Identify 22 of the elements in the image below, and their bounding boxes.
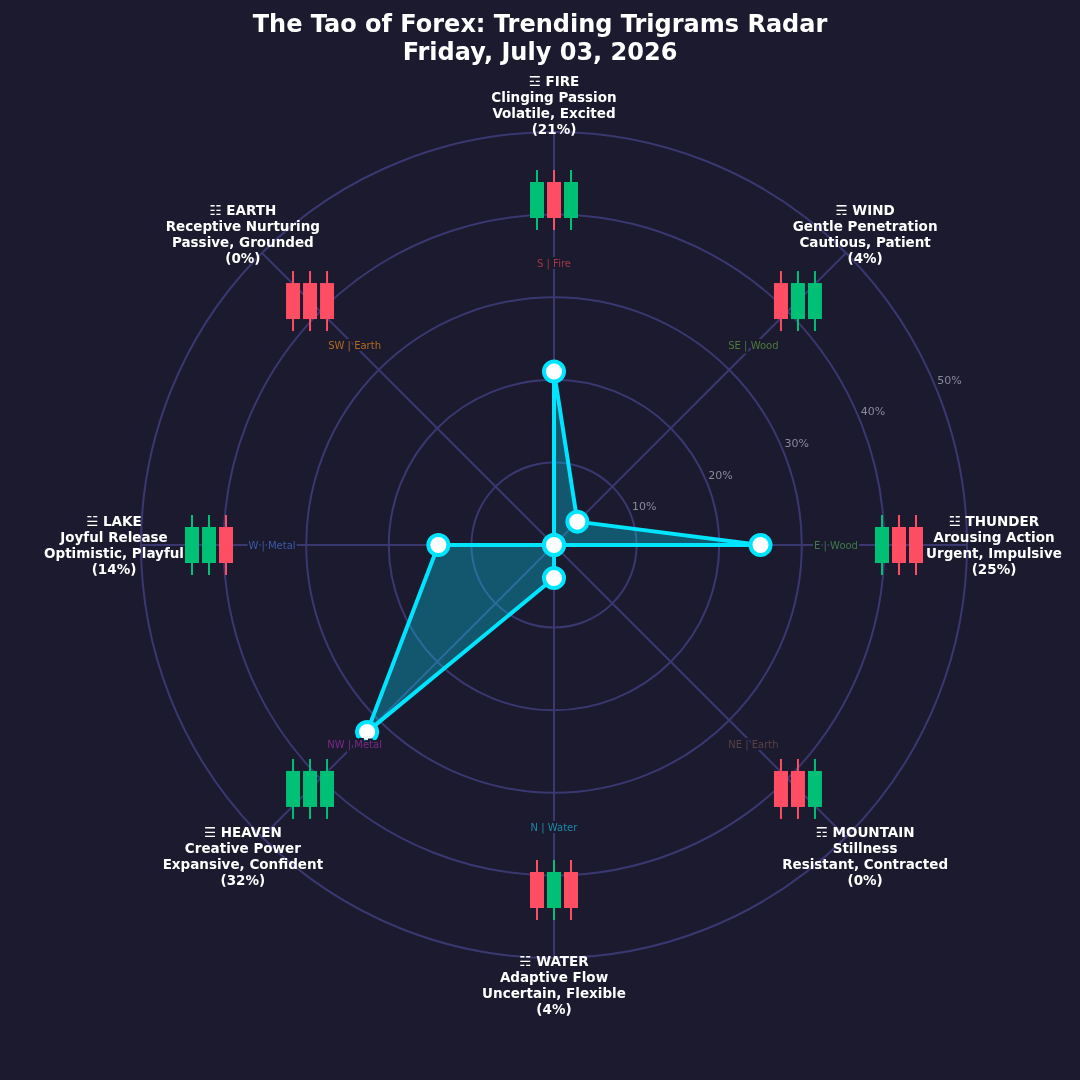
spoke-label: ☶ MOUNTAIN Stillness Resistant, Contracted (0%) — [782, 824, 949, 889]
y-tick-label: 20% — [708, 468, 733, 482]
spoke-label: ☱ LAKE Joyful Release Optimistic, Playful (14%) — [44, 513, 184, 577]
spoke-label: ☵ WATER Adaptive Flow Uncertain, Flexible (4%) — [482, 953, 626, 1017]
y-tick-label: 40% — [860, 405, 886, 419]
spoke-label: ☳ THUNDER Arousing Action Urgent, Impulsive (25%) — [926, 513, 1062, 577]
y-tick-label: 50% — [937, 373, 962, 387]
text: SE | Wood — [728, 340, 779, 353]
y-tick-label: 30% — [784, 436, 810, 450]
text: NW | Metal — [327, 738, 382, 751]
spoke-label: ☰ HEAVEN Creative Power Expansive, Confident (32%) — [162, 824, 324, 889]
spoke-label: ☴ WIND Gentle Penetration Cautious, Patient (4%) — [792, 201, 938, 266]
text: N | Water — [530, 821, 579, 834]
chart-title: The Tao of Forex: Trending Trigrams Radar — [251, 10, 829, 38]
text: SW | Earth — [328, 340, 381, 353]
text: W | Metal — [248, 539, 296, 552]
chart-subtitle: Friday, July 03, 2026 — [401, 38, 679, 66]
spoke-label: ☷ EARTH Receptive Nurturing Passive, Grounded (0%) — [165, 201, 321, 266]
text: S | Fire — [537, 257, 571, 270]
spoke-label: ☲ FIRE Clinging Passion Volatile, Excited (21%) — [491, 73, 617, 137]
text: NE | Earth — [728, 738, 779, 751]
y-tick-label: 10% — [631, 500, 657, 514]
